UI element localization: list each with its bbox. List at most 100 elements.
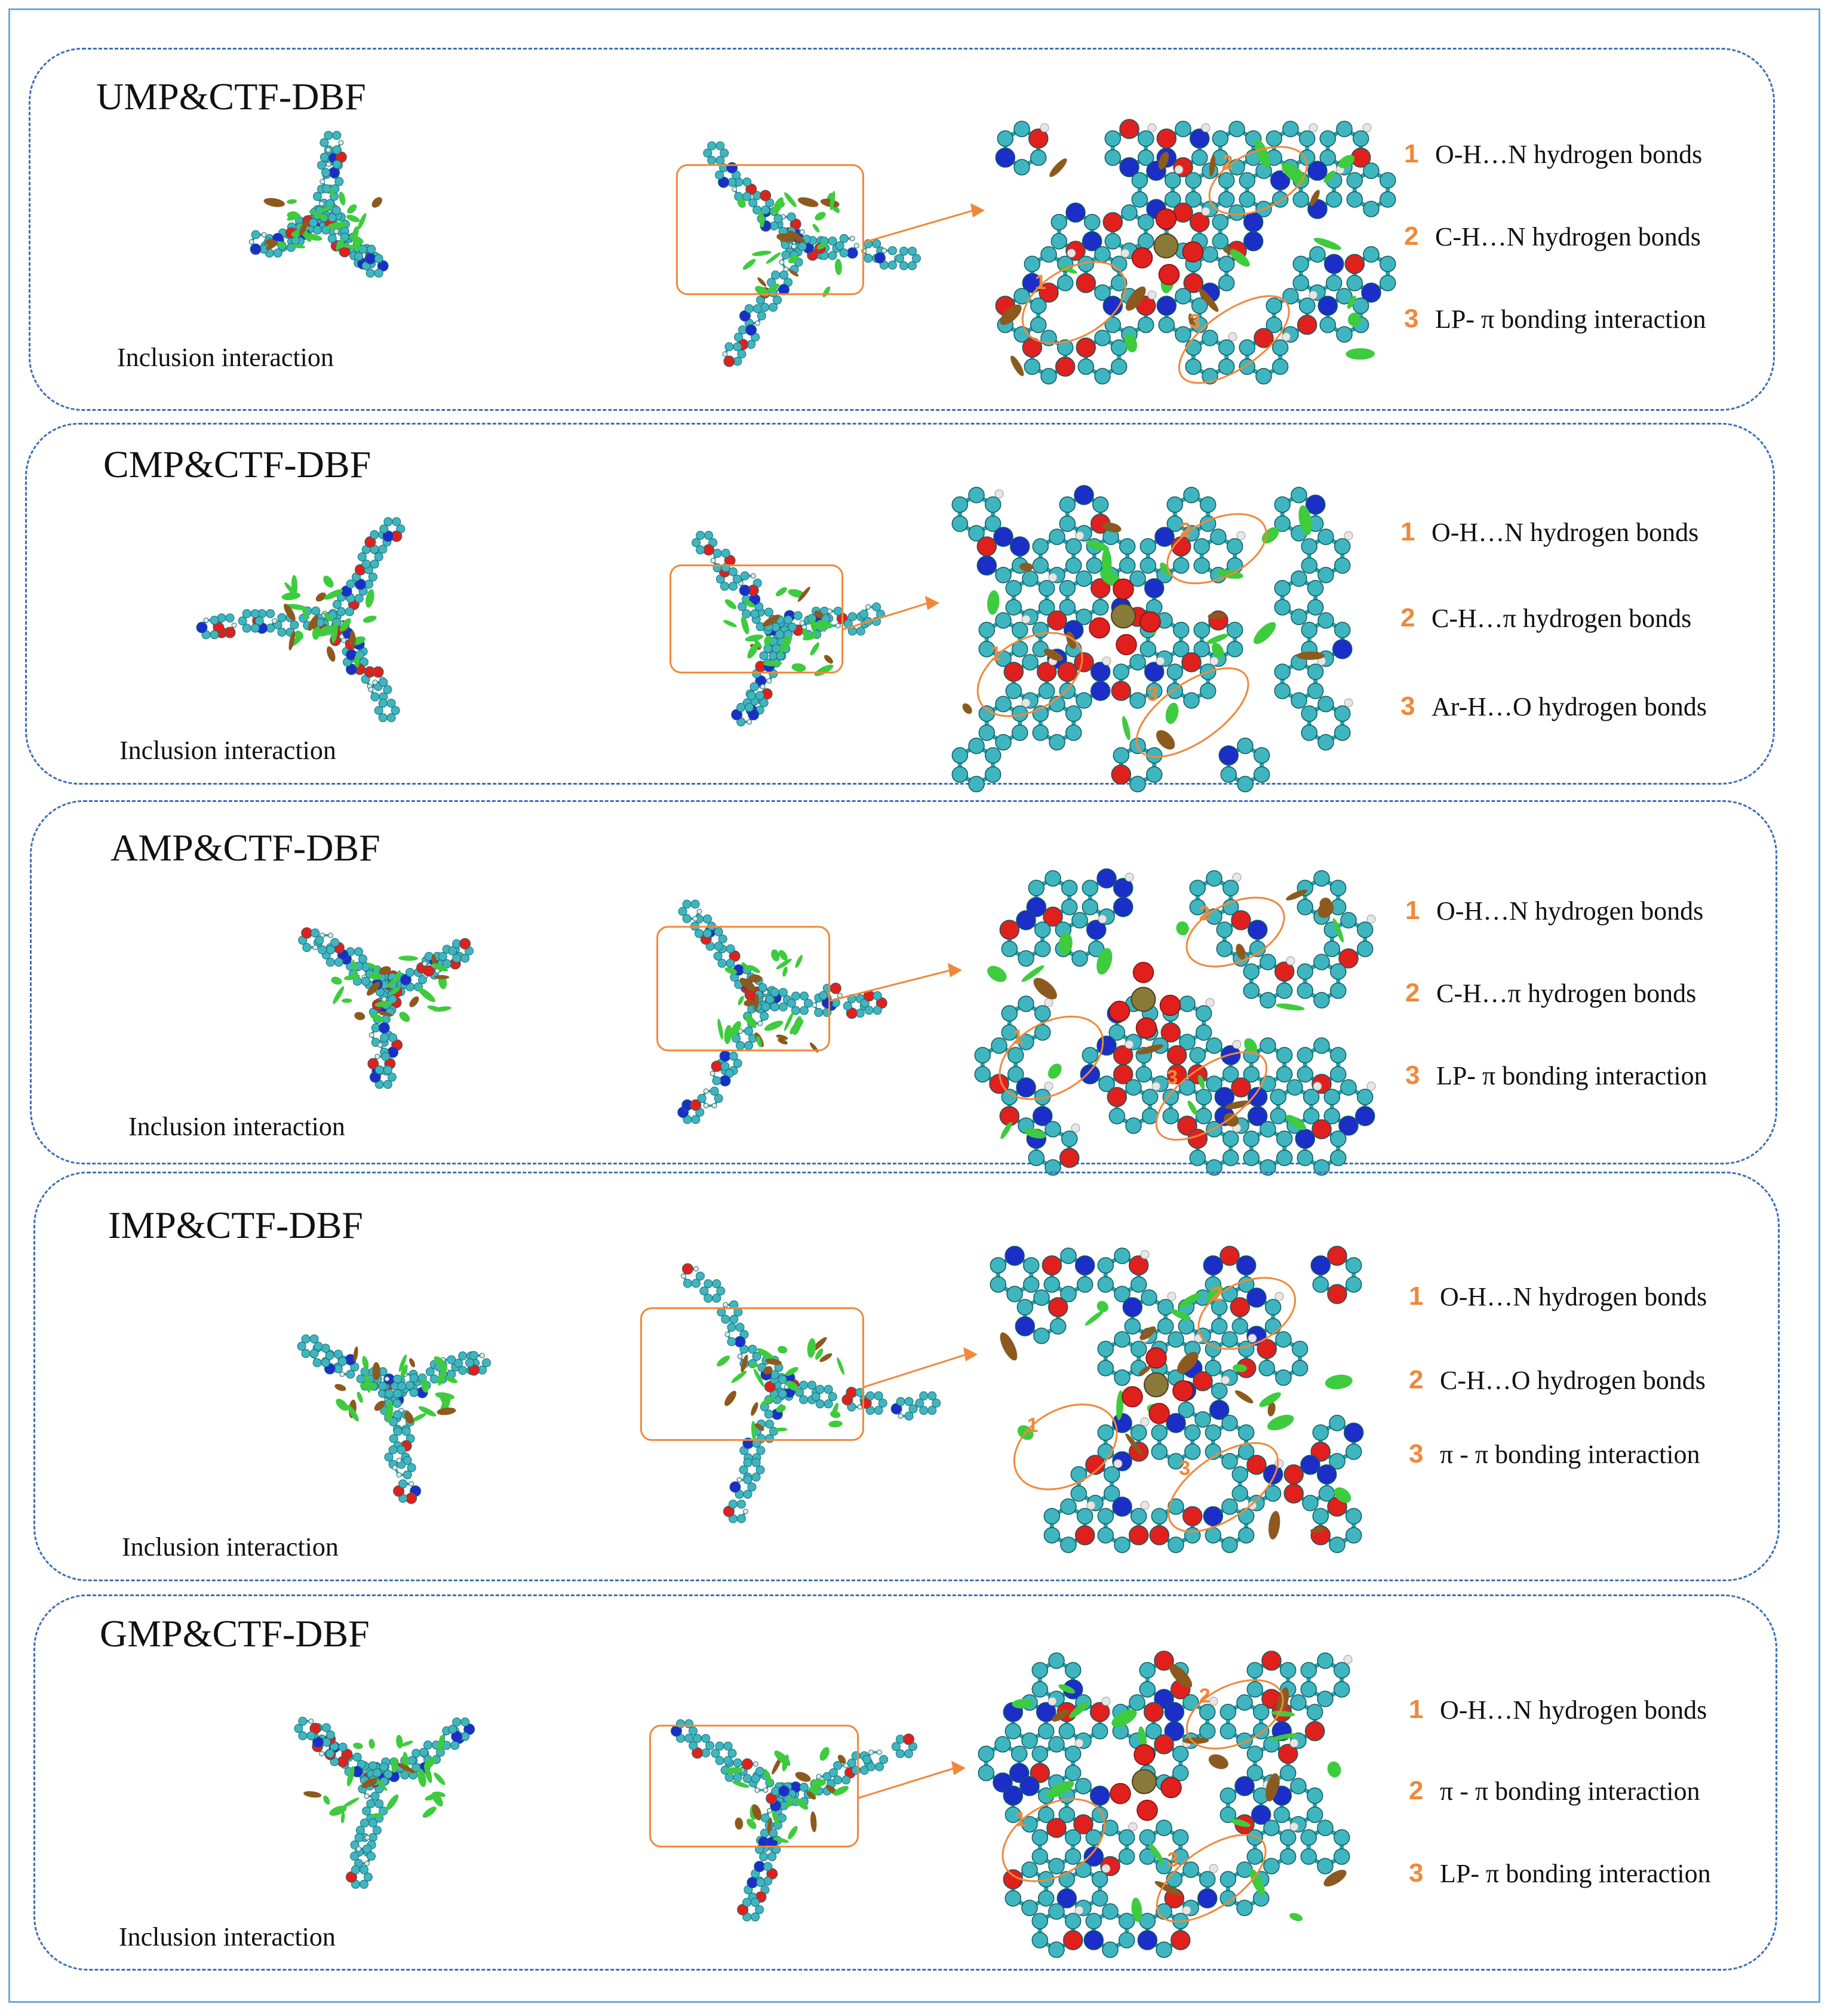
carbon-atom xyxy=(1301,705,1318,722)
rdg-isosurface xyxy=(1000,1121,1012,1139)
carbon-atom xyxy=(1162,1089,1179,1105)
carbon-atom xyxy=(1060,1536,1077,1553)
hydrogen-atom xyxy=(1313,1081,1322,1091)
nitrogen-atom xyxy=(1009,536,1030,557)
carbon-atom xyxy=(1297,963,1314,980)
oxygen-atom xyxy=(766,1793,778,1805)
carbon-atom xyxy=(1226,538,1243,555)
carbon-atom xyxy=(366,1799,376,1809)
rdg-isosurface xyxy=(786,1381,798,1391)
carbon-atom xyxy=(400,1770,410,1780)
rdg-isosurface xyxy=(1276,1003,1305,1011)
carbon-atom xyxy=(759,651,769,660)
carbon-atom xyxy=(1102,1941,1119,1958)
carbon-atom xyxy=(321,168,331,177)
carbon-atom xyxy=(736,1499,746,1509)
hydrogen-atom xyxy=(732,186,738,192)
legend-item: 1 O-H…N hydrogen bonds xyxy=(1405,893,1703,929)
carbon-atom xyxy=(974,1047,991,1064)
carbon-atom xyxy=(721,1314,730,1324)
hydrogen-atom xyxy=(1289,1738,1299,1748)
carbon-atom xyxy=(1097,1276,1114,1293)
carbon-atom xyxy=(250,609,260,619)
oxygen-atom xyxy=(1062,1930,1083,1950)
interaction-highlight-ellipse xyxy=(1156,1834,1267,1923)
carbon-atom xyxy=(758,983,767,992)
carbon-atom xyxy=(1058,1806,1076,1823)
oxygen-atom xyxy=(1073,1814,1093,1834)
rdg-isosurface xyxy=(324,613,333,622)
carbon-atom xyxy=(1018,1034,1034,1050)
carbon-atom xyxy=(374,1799,384,1809)
top-view-molecule xyxy=(703,141,921,367)
carbon-atom xyxy=(1329,880,1347,896)
rdg-isosurface xyxy=(1033,978,1057,1000)
rdg-isosurface xyxy=(400,1364,408,1378)
rdg-isosurface xyxy=(830,190,835,211)
carbon-atom xyxy=(1016,1299,1034,1316)
nitrogen-atom xyxy=(1089,1785,1110,1806)
interaction-highlight-ellipse xyxy=(1178,295,1290,384)
carbon-atom xyxy=(716,1286,726,1296)
carbon-atom xyxy=(997,130,1014,147)
oxygen-atom xyxy=(1116,634,1137,656)
oxygen-atom xyxy=(1246,1455,1267,1475)
carbon-atom xyxy=(1282,121,1299,137)
rdg-isosurface xyxy=(329,188,335,197)
zoom-region-box xyxy=(656,926,831,1052)
carbon-atom xyxy=(1166,496,1184,513)
hydrogen-atom xyxy=(742,1508,748,1514)
carbon-atom xyxy=(370,1791,380,1801)
carbon-atom xyxy=(1183,525,1200,542)
carbon-atom xyxy=(767,1852,777,1861)
carbon-atom xyxy=(777,1813,787,1823)
rdg-isosurface xyxy=(814,664,834,677)
carbon-atom xyxy=(1059,599,1076,616)
carbon-atom xyxy=(1212,233,1229,250)
carbon-atom xyxy=(1114,1247,1131,1264)
oxygen-atom xyxy=(846,1007,858,1019)
hydrogen-atom xyxy=(737,1353,743,1359)
nitrogen-atom xyxy=(1361,282,1381,303)
carbon-atom xyxy=(899,261,909,271)
rdg-isosurface xyxy=(1267,1402,1276,1416)
legend-number: 3 xyxy=(1405,1061,1420,1090)
carbon-atom xyxy=(1189,1047,1206,1064)
nitrogen-atom xyxy=(1243,231,1264,251)
rdg-isosurface xyxy=(1096,1301,1108,1313)
carbon-atom xyxy=(1022,654,1039,671)
nitrogen-atom xyxy=(995,147,1016,168)
nitrogen-atom xyxy=(1074,485,1094,505)
carbon-atom xyxy=(385,1389,394,1399)
carbon-atom xyxy=(1048,1652,1065,1669)
carbon-atom xyxy=(733,1772,742,1782)
carbon-atom xyxy=(386,699,396,708)
carbon-atom xyxy=(1151,1443,1168,1460)
rdg-isosurface xyxy=(1310,189,1320,206)
nitrogen-atom xyxy=(726,162,738,174)
rdg-isosurface xyxy=(371,197,382,208)
legend-number: 2 xyxy=(1405,978,1420,1007)
nitrogen-atom xyxy=(1203,1506,1224,1526)
oxygen-atom xyxy=(1047,610,1067,631)
carbon-atom xyxy=(1218,275,1235,291)
carbon-atom xyxy=(765,995,775,1004)
oxygen-atom xyxy=(1187,1129,1208,1149)
legend-number: 1 xyxy=(1409,1281,1424,1311)
nitrogen-atom xyxy=(1317,296,1338,316)
hydrogen-atom xyxy=(1248,1501,1257,1510)
nitrogen-atom xyxy=(739,585,751,597)
rdg-isosurface xyxy=(263,198,285,207)
carbon-atom xyxy=(1031,1745,1049,1762)
rdg-isosurface xyxy=(747,642,759,659)
carbon-atom xyxy=(713,951,723,961)
carbon-atom xyxy=(756,1878,766,1888)
carbon-atom xyxy=(779,271,789,280)
rdg-isosurface xyxy=(815,1348,824,1360)
hydrogen-atom xyxy=(1205,998,1215,1007)
hydrogen-atom xyxy=(750,573,756,579)
nitrogen-atom xyxy=(354,578,366,590)
carbon-atom xyxy=(354,947,364,957)
carbon-atom xyxy=(1317,612,1334,629)
carbon-atom xyxy=(442,959,451,969)
